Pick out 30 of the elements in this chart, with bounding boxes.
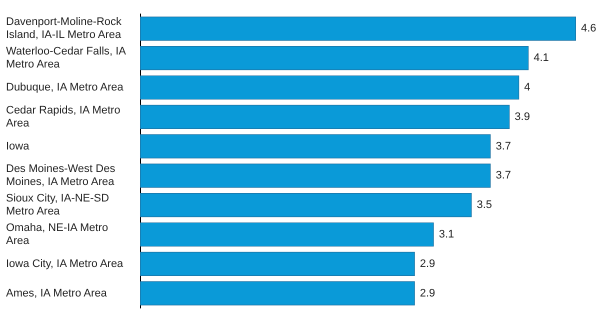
y-tick-label: Des Moines-West Des Moines, IA Metro Area xyxy=(6,163,118,188)
y-tick-label: Sioux City, IA-NE-SD Metro Area xyxy=(6,192,112,218)
bar xyxy=(140,16,576,41)
data-label: 4 xyxy=(524,82,530,94)
bar xyxy=(140,75,520,100)
bar xyxy=(140,193,472,218)
data-label: 3.9 xyxy=(514,110,530,123)
y-tick-label: Davenport-Moline-Rock Island, IA-IL Metro Area xyxy=(6,16,125,42)
y-tick-label: Ames, IA Metro Area xyxy=(6,287,108,300)
data-label: 3.7 xyxy=(496,170,511,182)
data-label: 4.1 xyxy=(534,52,549,64)
bar xyxy=(140,281,415,306)
data-label: 3.1 xyxy=(438,228,454,240)
bar xyxy=(140,164,491,188)
y-tick-label: Dubuque, IA Metro Area xyxy=(6,82,124,94)
data-label: 4.6 xyxy=(581,22,596,35)
bar xyxy=(140,222,434,247)
y-tick-label: Omaha, NE-IA Metro Area xyxy=(6,222,112,247)
y-tick-label: Iowa xyxy=(6,140,30,152)
y-tick-label: Waterloo-Cedar Falls, IA Metro Area xyxy=(6,46,128,71)
data-label: 3.5 xyxy=(476,199,492,212)
y-tick-label: Iowa City, IA Metro Area xyxy=(6,258,124,270)
bar xyxy=(140,104,510,129)
bar xyxy=(140,252,415,276)
bar xyxy=(140,134,491,158)
data-label: 2.9 xyxy=(420,258,436,270)
bar xyxy=(140,46,529,70)
data-label: 3.7 xyxy=(496,140,511,152)
y-tick-label: Cedar Rapids, IA Metro Area xyxy=(6,104,124,130)
data-label: 2.9 xyxy=(420,287,436,300)
